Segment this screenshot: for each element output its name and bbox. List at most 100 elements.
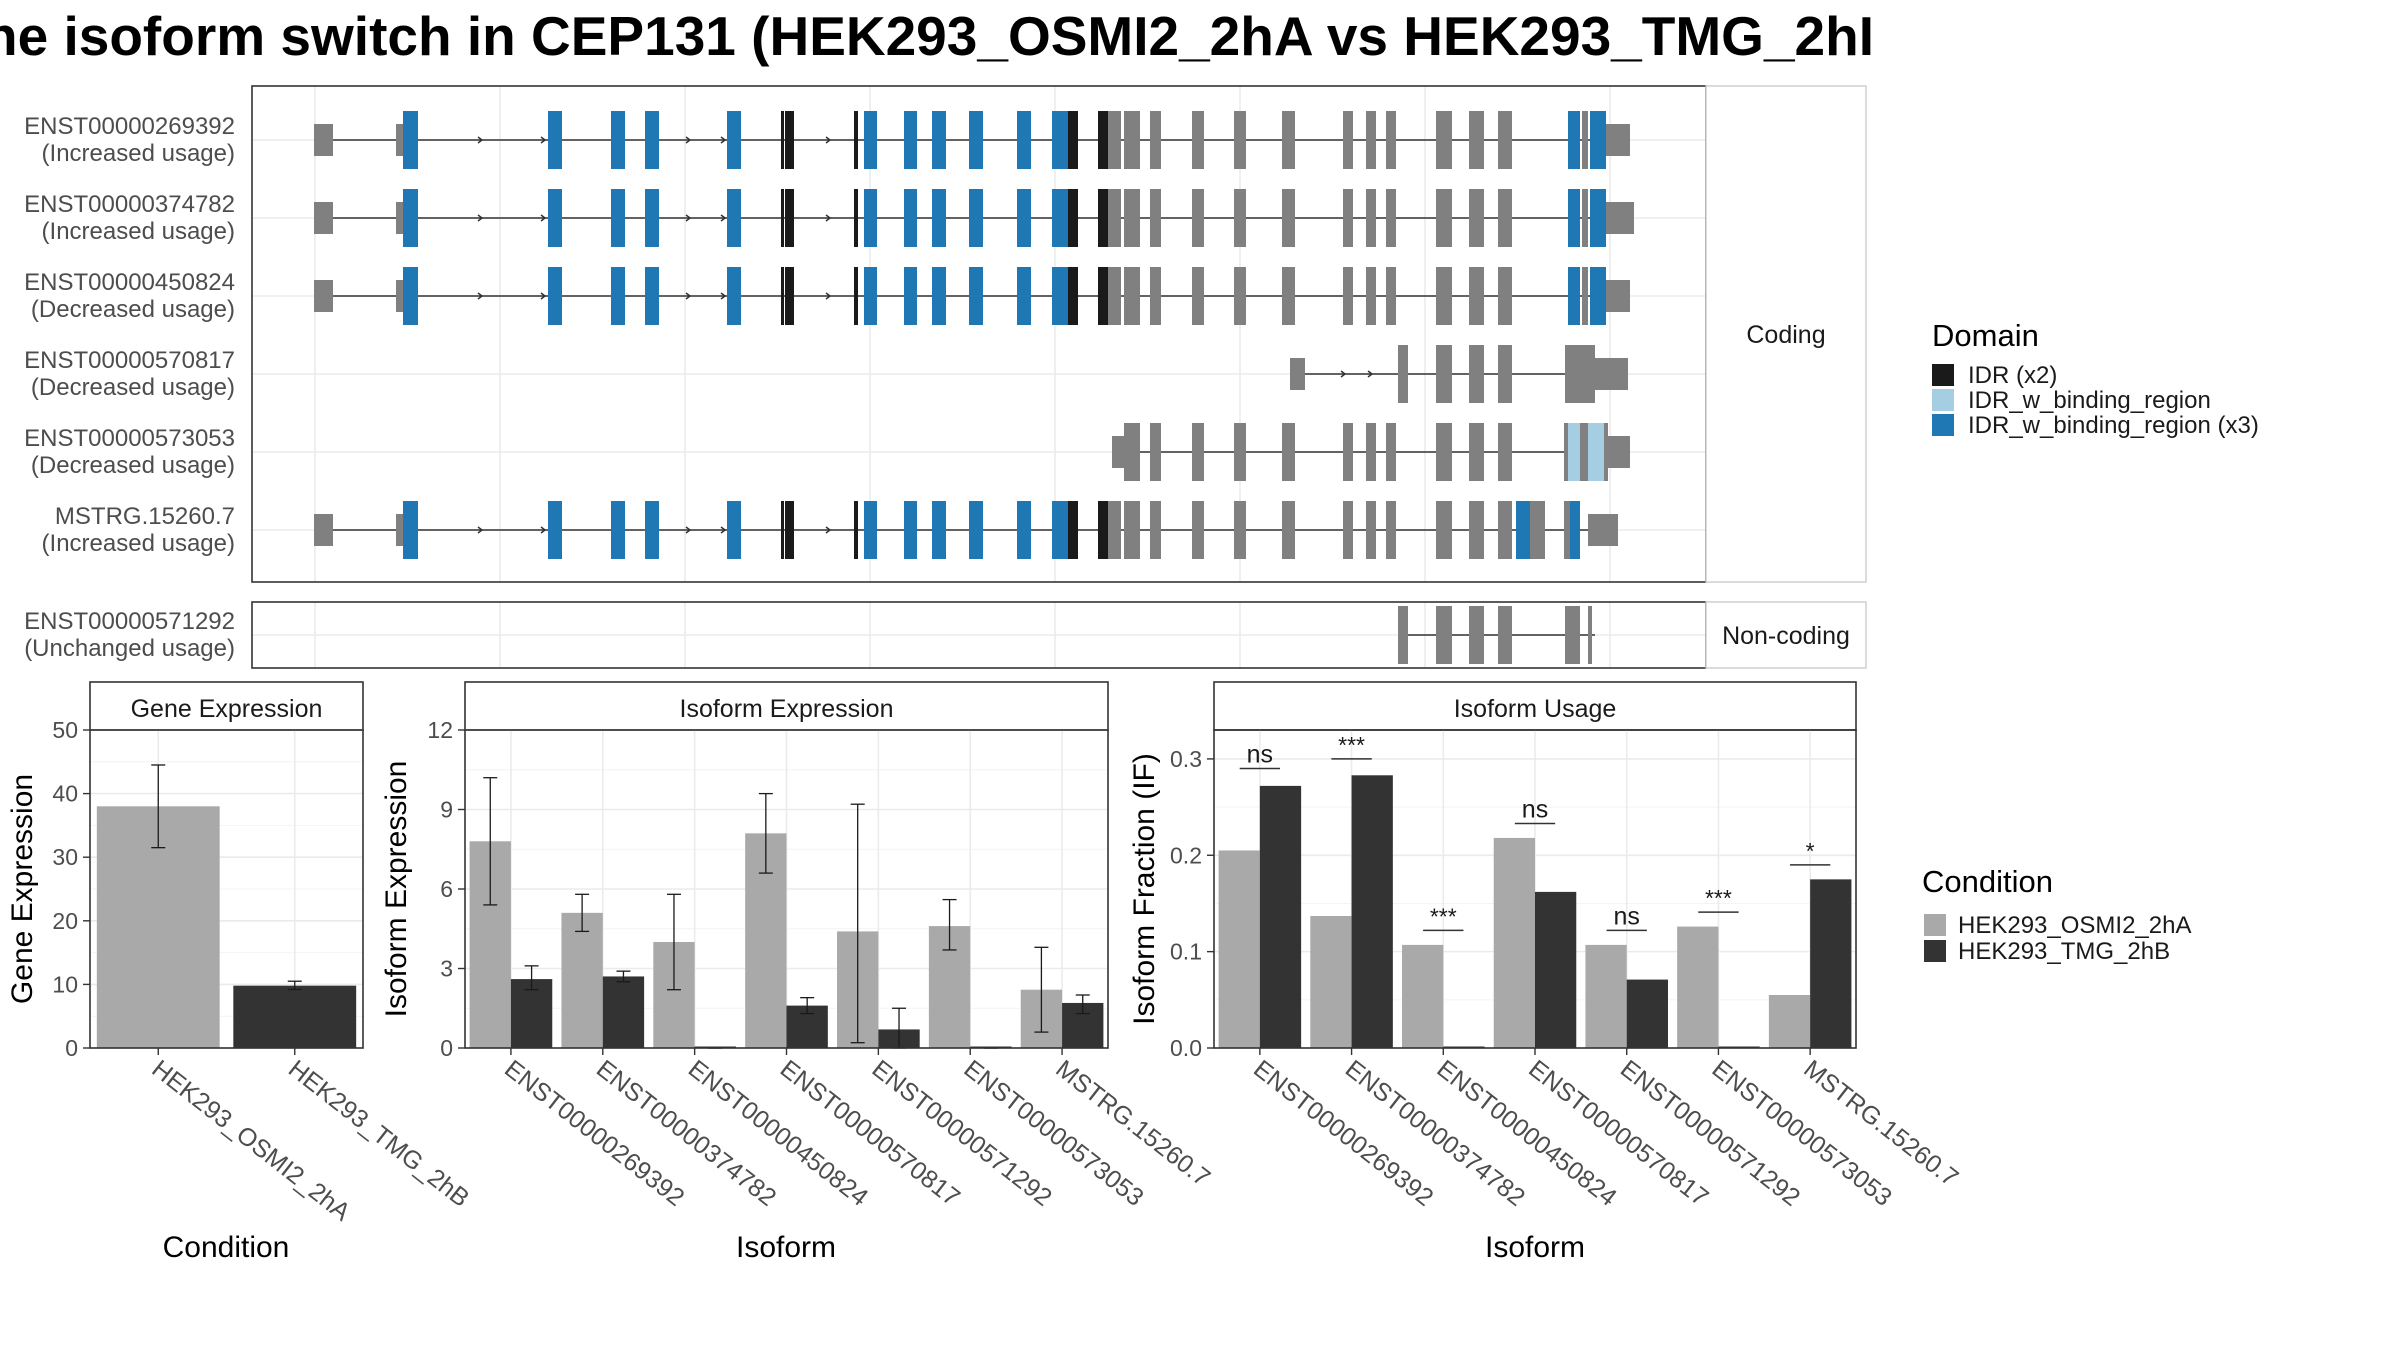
exon <box>1343 111 1353 169</box>
condition-legend-label: HEK293_TMG_2hB <box>1958 938 2170 965</box>
exon <box>1498 606 1512 664</box>
coding-strip <box>1705 85 1867 583</box>
utr-exon <box>1606 124 1630 156</box>
exon-domain-idr <box>1068 189 1078 247</box>
exon-domain-idr-binding-region-x3 <box>864 501 877 559</box>
y-tick-label: 10 <box>52 971 78 997</box>
exon <box>1564 423 1568 481</box>
exon-domain-idr-binding-region-x3 <box>969 111 983 169</box>
exon <box>1386 501 1396 559</box>
exon-domain-idr <box>1098 189 1108 247</box>
exon-domain-idr-binding-region-x3 <box>548 111 562 169</box>
exon-domain-idr <box>1098 267 1108 325</box>
exon <box>1498 267 1512 325</box>
exon <box>1398 606 1408 664</box>
exon <box>1192 189 1204 247</box>
exon-domain-idr <box>854 501 858 559</box>
panel-strip <box>464 681 1109 731</box>
domain-legend-label: IDR (x2) <box>1968 362 2057 389</box>
panel-strip-title: Gene Expression <box>131 695 323 723</box>
exon-domain-idr <box>1068 501 1078 559</box>
exon <box>1436 111 1452 169</box>
intron-direction-arrow <box>540 214 547 222</box>
exon-domain-idr-binding-region-x3 <box>904 189 917 247</box>
exon-domain-idr-binding-region-x3 <box>864 189 877 247</box>
exon-domain-idr-binding-region-x3 <box>548 267 562 325</box>
exon-domain-idr-binding-region-x3 <box>611 501 625 559</box>
exon <box>1469 345 1484 403</box>
intron-direction-arrow <box>685 214 692 222</box>
bar <box>1768 995 1811 1048</box>
exon-domain-idr-binding-region-x3 <box>403 189 418 247</box>
isoform-status-label: (Unchanged usage) <box>24 635 235 662</box>
isoform-status-label: (Decreased usage) <box>31 452 235 479</box>
intron-direction-arrow <box>477 292 484 300</box>
exon <box>1150 501 1161 559</box>
exon <box>1436 189 1452 247</box>
exon-domain-idr <box>854 111 858 169</box>
intron-direction-arrow <box>1367 370 1374 378</box>
intron-direction-arrow <box>720 136 727 144</box>
exon-domain-idr-binding-region-x3 <box>1590 267 1606 325</box>
exon <box>1436 423 1452 481</box>
exon <box>1588 606 1592 664</box>
exon-domain-idr-binding-region-x3 <box>932 189 946 247</box>
bar <box>602 976 645 1048</box>
isoform-id-label: ENST00000571292 <box>24 608 235 635</box>
exon <box>1469 501 1484 559</box>
isoform-status-label: (Decreased usage) <box>31 296 235 323</box>
isoform-id-label: ENST00000570817 <box>24 347 235 374</box>
exon-domain-idr-binding-region-x3 <box>1568 267 1580 325</box>
y-tick-label: 3 <box>440 956 453 982</box>
exon-domain-idr-binding-region-x3 <box>1590 189 1606 247</box>
exon <box>1469 111 1484 169</box>
bar <box>1585 944 1627 1048</box>
intron-direction-arrow <box>477 136 484 144</box>
exon-domain-idr <box>854 267 858 325</box>
exon <box>1108 267 1121 325</box>
domain-legend-key <box>1932 364 1954 386</box>
exon-domain-idr-binding-region-x3 <box>1568 111 1580 169</box>
exon <box>1469 423 1484 481</box>
y-tick-label: 0 <box>65 1035 78 1061</box>
exon <box>1604 423 1608 481</box>
exon-domain-idr-binding-region-x3 <box>645 111 659 169</box>
x-axis-title: Isoform <box>736 1231 836 1264</box>
exon-domain-idr-binding-region-x3 <box>904 267 917 325</box>
domain-legend-title: Domain <box>1932 318 2039 353</box>
isoform-id-label: MSTRG.15260.7 <box>55 503 235 530</box>
exon <box>1469 267 1484 325</box>
exon <box>1150 111 1161 169</box>
exon <box>1282 267 1295 325</box>
exon-domain-idr-binding-region-x3 <box>1017 111 1031 169</box>
condition-legend-key <box>1924 940 1946 962</box>
exon <box>1582 267 1588 325</box>
intron-direction-arrow <box>685 136 692 144</box>
exon-domain-idr-binding-region-x3 <box>611 189 625 247</box>
intron-direction-arrow <box>1340 370 1347 378</box>
exon <box>1124 423 1140 481</box>
exon <box>1580 423 1588 481</box>
exon <box>1366 111 1376 169</box>
exon-domain-idr <box>1098 501 1108 559</box>
exon <box>1366 267 1376 325</box>
exon <box>1150 423 1161 481</box>
bar <box>1351 775 1393 1048</box>
y-tick-label: 0.3 <box>1170 746 1202 772</box>
exon-domain-idr-binding-region-x3 <box>611 111 625 169</box>
condition-legend-label: HEK293_OSMI2_2hA <box>1958 912 2191 939</box>
exon-domain-idr-binding-region-x3 <box>864 267 877 325</box>
exon-domain-idr-binding-region-x3 <box>1052 111 1068 169</box>
exon <box>1498 189 1512 247</box>
utr-exon <box>1606 280 1630 312</box>
exon <box>1343 267 1353 325</box>
y-tick-label: 0.1 <box>1170 939 1202 965</box>
exon-domain-idr <box>785 501 794 559</box>
utr-exon <box>314 124 333 156</box>
exon <box>1150 267 1161 325</box>
significance-label: *** <box>1338 732 1365 758</box>
panel-strip <box>1213 681 1857 731</box>
bar <box>1310 915 1352 1048</box>
utr-exon <box>1588 514 1618 546</box>
utr-exon <box>396 514 403 546</box>
